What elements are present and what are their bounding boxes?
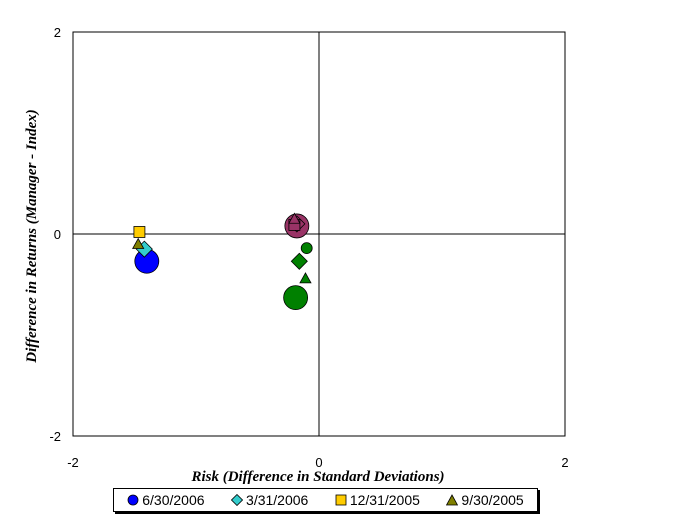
y-tick-label-bottom: -2: [49, 429, 61, 444]
y-tick-label-middle: 0: [54, 227, 61, 242]
legend-item-3-31-2006: 3/31/2006: [231, 492, 308, 508]
x-tick-label-middle: 0: [315, 455, 322, 470]
legend-label: 3/31/2006: [246, 492, 309, 508]
circle-marker-icon: [127, 494, 139, 506]
scatter-point-circle-4: [300, 242, 313, 255]
y-axis-title: Difference in Returns (Manager - Index): [24, 109, 40, 363]
triangle-marker-icon: [446, 494, 459, 506]
legend-item-6-30-2006: 6/30/2006: [127, 492, 205, 508]
legend-item-12-31-2005: 12/31/2005: [335, 492, 420, 508]
scatter-point-triangle-2: [288, 212, 301, 224]
y-tick-label-top: 2: [54, 25, 61, 40]
x-tick-label-right: 2: [561, 455, 568, 470]
diamond-marker-icon: [231, 494, 244, 506]
scatter-point-diamond-3: [290, 252, 308, 270]
scatter-chart: 2 0 -2 -2 0 2 Risk (Difference in Standa…: [24, 25, 569, 485]
scatter-point-circle-3: [283, 285, 309, 311]
scatter-point-square-1: [133, 226, 146, 238]
legend-label: 12/31/2005: [349, 492, 420, 508]
square-marker-icon: [335, 494, 347, 506]
scatter-point-triangle-3: [299, 272, 312, 284]
scatter-point-triangle-1: [132, 237, 145, 249]
legend-item-9-30-2005: 9/30/2005: [446, 492, 524, 508]
legend: 6/30/2006 3/31/2006 12/31/2005 9/30/2005: [113, 488, 538, 512]
legend-label: 9/30/2005: [461, 492, 524, 508]
legend-label: 6/30/2006: [142, 492, 205, 508]
data-markers: [132, 212, 313, 311]
x-tick-label-left: -2: [67, 455, 79, 470]
x-axis-title: Risk (Difference in Standard Deviations): [190, 469, 444, 485]
